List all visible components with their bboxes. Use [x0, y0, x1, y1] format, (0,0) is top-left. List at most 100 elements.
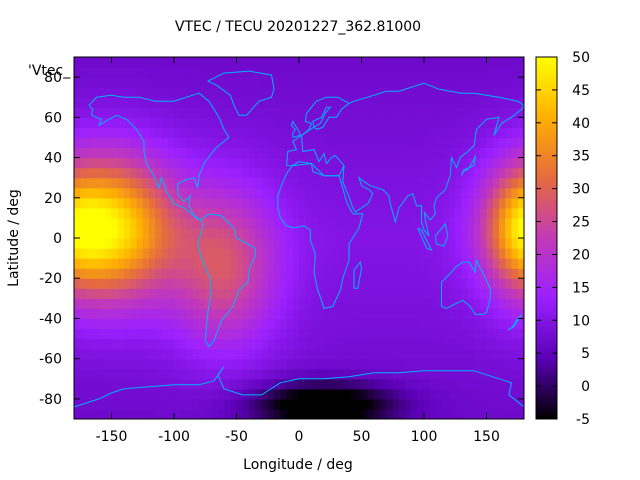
heatmap-cell	[161, 157, 169, 169]
heatmap-cell	[449, 278, 456, 289]
heatmap-cell	[124, 398, 131, 410]
heatmap-cell	[417, 227, 425, 239]
heatmap-cell	[449, 338, 456, 350]
heatmap-cell	[392, 388, 400, 400]
heatmap-cell	[205, 57, 213, 68]
heatmap-cell	[505, 87, 513, 98]
heatmap-cell	[149, 298, 156, 309]
heatmap-cell	[211, 278, 219, 289]
heatmap-cell	[217, 167, 225, 179]
heatmap-cell	[417, 67, 425, 78]
heatmap-cell	[474, 137, 481, 149]
heatmap-cell	[105, 217, 113, 229]
heatmap-cell	[411, 137, 419, 149]
heatmap-cell	[286, 368, 294, 380]
heatmap-cell	[386, 167, 394, 179]
heatmap-cell	[336, 157, 344, 169]
heatmap-cell	[430, 318, 438, 330]
heatmap-cell	[511, 57, 519, 68]
heatmap-cell	[380, 207, 388, 219]
heatmap-cell	[74, 177, 81, 189]
heatmap-cell	[117, 67, 125, 78]
heatmap-cell	[311, 207, 319, 219]
heatmap-cell	[130, 348, 138, 360]
heatmap-cell	[74, 167, 81, 179]
heatmap-cell	[274, 268, 281, 279]
heatmap-cell	[111, 137, 119, 149]
heatmap-cell	[380, 278, 388, 289]
heatmap-cell	[124, 137, 131, 149]
heatmap-cell	[342, 77, 350, 88]
heatmap-cell	[436, 308, 444, 320]
heatmap-cell	[199, 157, 206, 169]
heatmap-cell	[142, 268, 150, 279]
heatmap-cell	[330, 77, 338, 88]
heatmap-cell	[424, 398, 431, 410]
heatmap-cell	[436, 107, 444, 118]
heatmap-cell	[461, 197, 469, 209]
heatmap-cell	[205, 77, 213, 88]
heatmap-cell	[167, 378, 175, 390]
heatmap-cell	[361, 298, 369, 309]
heatmap-cell	[99, 378, 106, 390]
heatmap-cell	[211, 107, 219, 118]
heatmap-cell	[174, 298, 181, 309]
heatmap-cell	[130, 408, 138, 419]
heatmap-cell	[292, 308, 300, 320]
heatmap-cell	[305, 398, 313, 410]
heatmap-cell	[342, 348, 350, 360]
heatmap-cell	[174, 87, 181, 98]
heatmap-cell	[274, 398, 281, 410]
heatmap-cell	[136, 137, 144, 149]
heatmap-cell	[405, 288, 413, 299]
heatmap-cell	[380, 288, 388, 299]
heatmap-cell	[317, 77, 325, 88]
heatmap-cell	[230, 147, 238, 159]
heatmap-cell	[80, 117, 88, 128]
heatmap-cell	[461, 187, 469, 199]
y-tick-label: -60	[39, 352, 62, 368]
heatmap-cell	[180, 378, 188, 390]
heatmap-cell	[517, 258, 524, 269]
heatmap-cell	[86, 77, 94, 88]
heatmap-cell	[286, 358, 294, 370]
heatmap-cell	[124, 378, 131, 390]
heatmap-cell	[430, 187, 438, 199]
heatmap-cell	[274, 67, 281, 78]
heatmap-cell	[86, 358, 94, 370]
heatmap-cell	[367, 97, 375, 108]
heatmap-cell	[424, 248, 431, 259]
heatmap-cell	[224, 368, 231, 380]
heatmap-cell	[424, 97, 431, 108]
heatmap-cell	[74, 107, 81, 118]
heatmap-cell	[405, 248, 413, 259]
heatmap-cell	[461, 137, 469, 149]
heatmap-cell	[124, 278, 131, 289]
heatmap-cell	[192, 318, 200, 330]
heatmap-cell	[111, 368, 119, 380]
heatmap-cell	[249, 338, 256, 350]
heatmap-cell	[424, 358, 431, 370]
heatmap-cell	[155, 308, 163, 320]
borneo-outline	[434, 222, 449, 247]
heatmap-cell	[292, 77, 300, 88]
heatmap-cell	[405, 368, 413, 380]
heatmap-cell	[367, 87, 375, 98]
heatmap-cell	[517, 147, 524, 159]
heatmap-cell	[136, 117, 144, 128]
heatmap-cell	[317, 248, 325, 259]
heatmap-cell	[405, 308, 413, 320]
heatmap-cell	[230, 378, 238, 390]
heatmap-cell	[361, 117, 369, 128]
heatmap-cell	[199, 177, 206, 189]
heatmap-cell	[111, 278, 119, 289]
heatmap-cell	[130, 87, 138, 98]
heatmap-cell	[99, 238, 106, 249]
heatmap-cell	[411, 338, 419, 350]
heatmap-cell	[511, 227, 519, 239]
heatmap-cell	[136, 288, 144, 299]
heatmap-cell	[417, 378, 425, 390]
heatmap-cell	[499, 167, 506, 179]
heatmap-cell	[217, 258, 225, 269]
heatmap-cell	[155, 187, 163, 199]
